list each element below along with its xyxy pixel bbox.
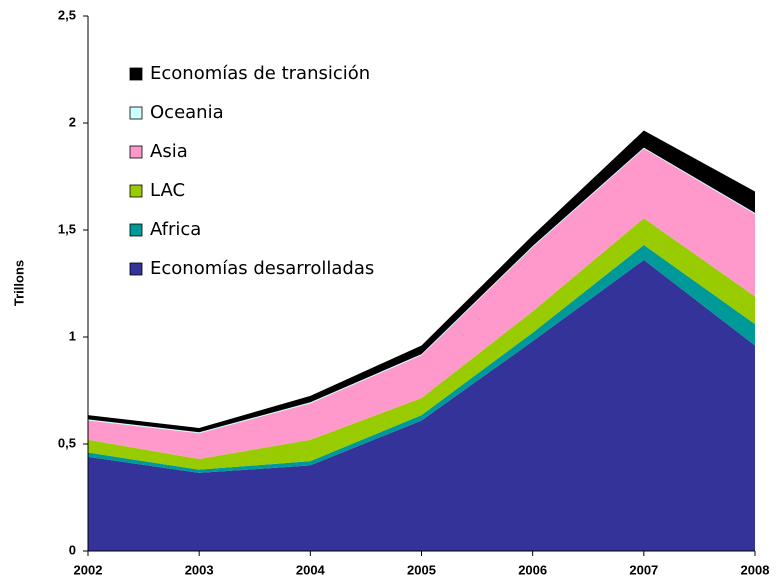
- legend-label: Oceania: [150, 102, 224, 123]
- legend-label: Asia: [150, 141, 188, 162]
- x-tick-label: 2004: [296, 562, 326, 577]
- x-tick-label: 2008: [741, 562, 770, 577]
- area: [88, 148, 755, 459]
- area: [88, 218, 755, 470]
- x-tick-label: 2003: [185, 562, 214, 577]
- y-tick-label: 2,5: [58, 7, 76, 22]
- y-tick-label: 0: [69, 542, 76, 557]
- legend-swatch: [129, 184, 143, 198]
- legend-swatch: [129, 145, 143, 159]
- y-tick-label: 1: [69, 328, 76, 343]
- legend-swatch: [129, 223, 143, 237]
- x-tick-label: 2002: [74, 562, 103, 577]
- area: [88, 259, 755, 551]
- legend-swatch: [129, 106, 143, 120]
- legend-label: Economías desarrolladas: [150, 258, 374, 279]
- x-tick-label: 2007: [629, 562, 658, 577]
- legend-swatch: [129, 262, 143, 276]
- legend-label: LAC: [150, 180, 185, 201]
- x-tick-label: 2005: [407, 562, 436, 577]
- legend-swatch: [129, 67, 143, 81]
- y-tick-label: 1,5: [58, 221, 76, 236]
- area: [88, 130, 755, 433]
- x-tick-label: 2006: [518, 562, 547, 577]
- y-tick-label: 0,5: [58, 435, 76, 450]
- y-tick-label: 2: [69, 114, 76, 129]
- y-axis-label: Trillons: [11, 260, 26, 306]
- legend-label: Economías de transición: [150, 63, 370, 84]
- legend-label: Africa: [150, 219, 201, 240]
